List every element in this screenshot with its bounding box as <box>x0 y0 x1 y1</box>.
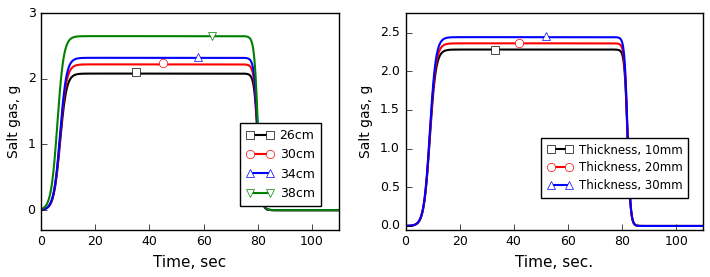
Legend: Thickness, 10mm, Thickness, 20mm, Thickness, 30mm: Thickness, 10mm, Thickness, 20mm, Thickn… <box>541 138 689 198</box>
Y-axis label: Salt gas, g: Salt gas, g <box>6 85 21 158</box>
Legend: 26cm, 30cm, 34cm, 38cm: 26cm, 30cm, 34cm, 38cm <box>239 123 321 206</box>
X-axis label: Time, sec: Time, sec <box>153 255 226 270</box>
X-axis label: Time, sec.: Time, sec. <box>515 255 594 270</box>
Y-axis label: Salt gas, g: Salt gas, g <box>359 85 373 158</box>
